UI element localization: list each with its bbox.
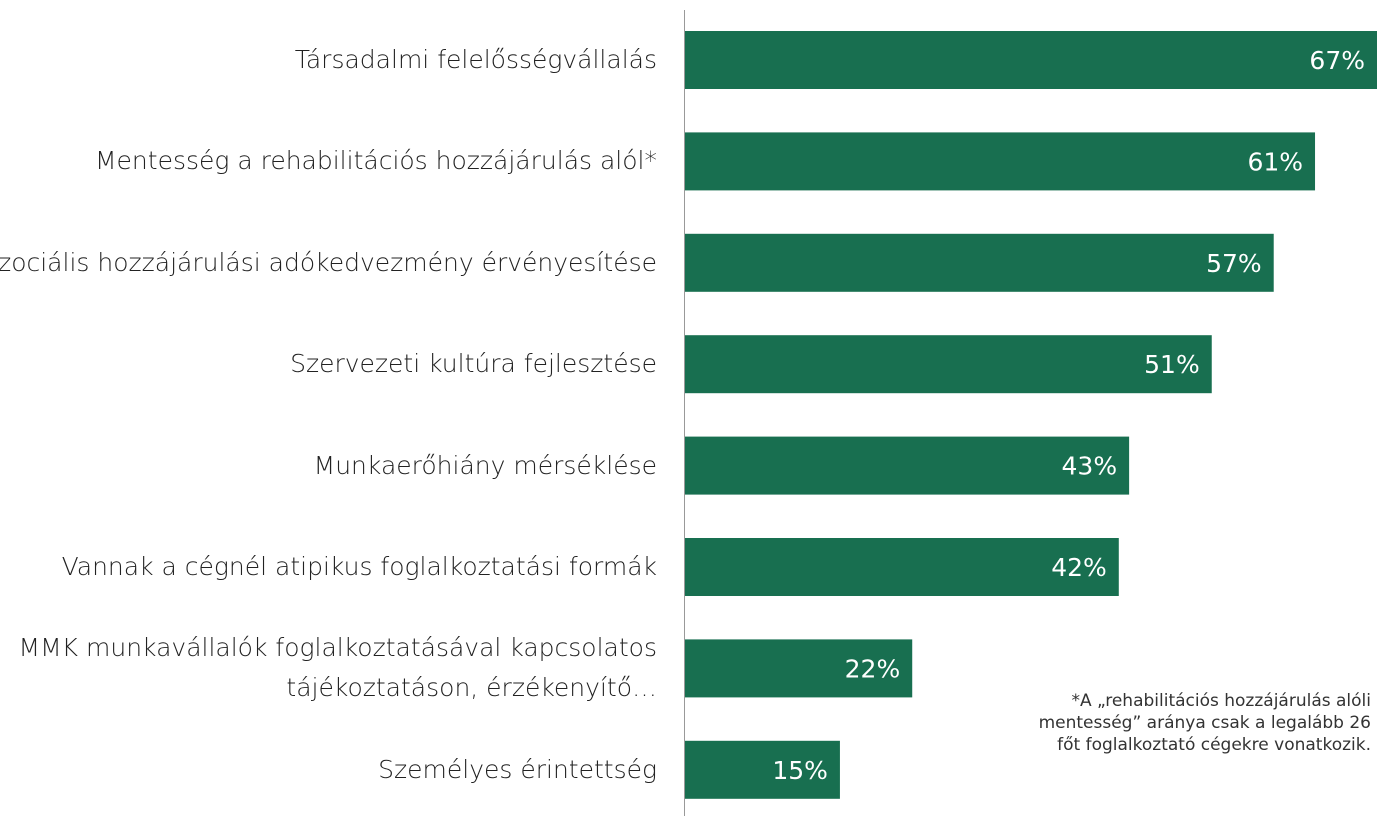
category-label: MMK munkavállalók foglalkoztatásával kap… bbox=[18, 633, 657, 703]
bar bbox=[685, 436, 1130, 495]
bar bbox=[685, 31, 1377, 89]
footnote: *A „rehabilitációs hozzájárulás alóli me… bbox=[1038, 691, 1371, 755]
value-label: 51% bbox=[1144, 350, 1200, 379]
category-label: Társadalmi felelősségvállalás bbox=[294, 45, 657, 74]
value-label: 61% bbox=[1247, 147, 1303, 176]
value-label: 15% bbox=[772, 756, 828, 785]
value-label: 42% bbox=[1051, 553, 1107, 582]
bar bbox=[685, 639, 913, 698]
category-label: Vannak a cégnél atipikus foglalkoztatási… bbox=[61, 552, 657, 581]
bar bbox=[685, 132, 1316, 191]
category-label: Szociális hozzájárulási adókedvezmény ér… bbox=[0, 247, 657, 277]
category-label: Személyes érintettség bbox=[378, 754, 657, 784]
value-label: 22% bbox=[845, 654, 901, 683]
category-label: Munkaerőhiány mérséklése bbox=[313, 450, 657, 480]
bar bbox=[685, 538, 1119, 596]
category-label: Szervezeti kultúra fejlesztése bbox=[290, 349, 657, 379]
bar bbox=[685, 233, 1274, 292]
bar bbox=[685, 335, 1212, 394]
value-label: 43% bbox=[1062, 452, 1118, 481]
value-label: 57% bbox=[1206, 249, 1262, 278]
value-label: 67% bbox=[1309, 46, 1365, 75]
bar bbox=[685, 740, 840, 799]
category-label: Mentesség a rehabilitációs hozzájárulás … bbox=[94, 146, 657, 176]
